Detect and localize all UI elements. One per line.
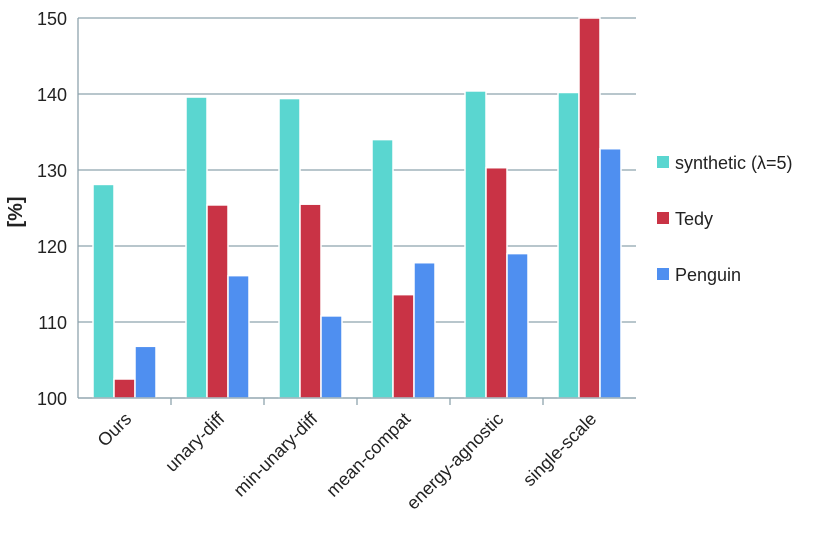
y-axis-label: [%] (5, 196, 27, 227)
x-tick-label: mean-compat (322, 409, 414, 501)
bar (413, 261, 436, 399)
y-tick-label: 150 (37, 9, 67, 29)
bar (185, 96, 208, 399)
bar (557, 91, 580, 399)
bar (485, 166, 508, 399)
x-tick-label: min-unary-diff (230, 408, 322, 500)
gridlines (78, 17, 636, 399)
bar (599, 147, 622, 399)
y-tick-label: 120 (37, 237, 67, 257)
bar (92, 183, 115, 399)
x-tick-label: Ours (94, 409, 136, 451)
axes (77, 18, 636, 405)
y-tick-label: 100 (37, 389, 67, 409)
legend-label: Penguin (675, 265, 741, 285)
bar (206, 204, 229, 399)
bar (299, 203, 322, 399)
x-tick-label: unary-diff (161, 408, 229, 476)
bar (134, 345, 157, 399)
bar-group (92, 17, 622, 399)
x-tick-label: single-scale (519, 409, 600, 490)
bar (371, 138, 394, 399)
y-tick-label: 130 (37, 161, 67, 181)
x-tick-label: energy-agnostic (403, 409, 508, 514)
bar (278, 97, 301, 399)
bar (113, 378, 136, 399)
legend-swatch (657, 212, 669, 224)
y-tick-label: 140 (37, 85, 67, 105)
bar (392, 293, 415, 399)
y-tick-label: 110 (38, 313, 67, 333)
bar (464, 90, 487, 399)
legend-swatch (657, 156, 669, 168)
legend: synthetic (λ=5) Tedy Penguin (657, 153, 793, 285)
legend-label: Tedy (675, 209, 713, 229)
legend-label: synthetic (λ=5) (675, 153, 793, 173)
bar (227, 274, 250, 399)
y-tick-labels: 100 110 120 130 140 150 (37, 9, 67, 409)
legend-swatch (657, 268, 669, 280)
bar (578, 17, 601, 399)
x-tick-labels: Ours unary-diff min-unary-diff mean-compate… (94, 408, 601, 513)
bar (320, 315, 343, 399)
bar (506, 252, 529, 399)
